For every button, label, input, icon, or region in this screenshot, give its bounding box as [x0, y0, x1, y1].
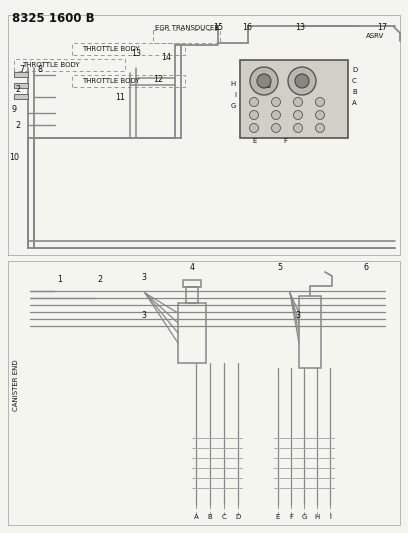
Bar [14, 83, 28, 88]
Bar [299, 296, 321, 368]
Text: 3: 3 [295, 311, 301, 319]
Text: E: E [253, 138, 257, 144]
Text: 6: 6 [364, 263, 368, 272]
Text: A: A [352, 100, 357, 106]
Text: 4: 4 [189, 263, 195, 272]
Circle shape [315, 98, 324, 107]
Text: 7: 7 [20, 66, 24, 75]
Text: 10: 10 [9, 154, 19, 163]
Text: C: C [222, 514, 226, 520]
Text: THROTTLE BODY: THROTTLE BODY [82, 46, 140, 52]
Circle shape [315, 124, 324, 133]
Bar [240, 60, 348, 138]
Text: C: C [352, 78, 357, 84]
Text: 2: 2 [16, 85, 20, 94]
Text: THROTTLE BODY: THROTTLE BODY [22, 62, 80, 68]
Circle shape [295, 74, 309, 88]
Text: 12: 12 [153, 75, 163, 84]
Circle shape [315, 110, 324, 119]
Text: CANISTER END: CANISTER END [13, 359, 19, 411]
Circle shape [271, 110, 281, 119]
Text: 18: 18 [261, 80, 271, 90]
Text: 5: 5 [277, 263, 283, 272]
Text: EGR TRANSDUCER: EGR TRANSDUCER [155, 25, 219, 31]
Text: 13: 13 [131, 49, 141, 58]
Text: A: A [194, 514, 198, 520]
Text: G: G [231, 103, 236, 109]
Circle shape [271, 98, 281, 107]
Text: 11: 11 [115, 93, 125, 101]
Text: 13: 13 [295, 22, 305, 31]
Text: 14: 14 [161, 53, 171, 62]
Text: 8: 8 [38, 66, 42, 75]
Text: 3: 3 [142, 272, 146, 281]
Circle shape [250, 124, 259, 133]
Text: THROTTLE BODY: THROTTLE BODY [82, 78, 140, 84]
Text: B: B [352, 89, 357, 95]
Bar [14, 72, 28, 77]
Circle shape [257, 74, 271, 88]
Text: F: F [283, 138, 287, 144]
Text: 9: 9 [11, 104, 17, 114]
Text: 3: 3 [142, 311, 146, 319]
Text: 2: 2 [16, 122, 20, 131]
Text: 8325 1600 B: 8325 1600 B [12, 12, 95, 25]
Circle shape [250, 67, 278, 95]
Circle shape [293, 124, 302, 133]
Bar [183, 280, 201, 287]
Circle shape [271, 124, 281, 133]
Text: 1: 1 [58, 276, 62, 285]
Circle shape [293, 98, 302, 107]
Circle shape [288, 67, 316, 95]
Text: F: F [289, 514, 293, 520]
Text: 16: 16 [242, 22, 252, 31]
Circle shape [250, 110, 259, 119]
Bar [186, 287, 198, 303]
Text: H: H [231, 81, 236, 87]
Circle shape [250, 98, 259, 107]
Text: B: B [208, 514, 213, 520]
Text: I: I [329, 514, 331, 520]
Text: 15: 15 [213, 22, 223, 31]
Text: 2: 2 [98, 276, 102, 285]
Text: D: D [235, 514, 241, 520]
Text: E: E [276, 514, 280, 520]
Circle shape [293, 110, 302, 119]
Text: G: G [302, 514, 307, 520]
Text: D: D [352, 67, 357, 73]
Text: H: H [315, 514, 319, 520]
Text: 17: 17 [377, 22, 387, 31]
Text: I: I [234, 92, 236, 98]
Bar [14, 94, 28, 99]
Text: ASRV: ASRV [366, 33, 384, 39]
Bar [178, 303, 206, 363]
